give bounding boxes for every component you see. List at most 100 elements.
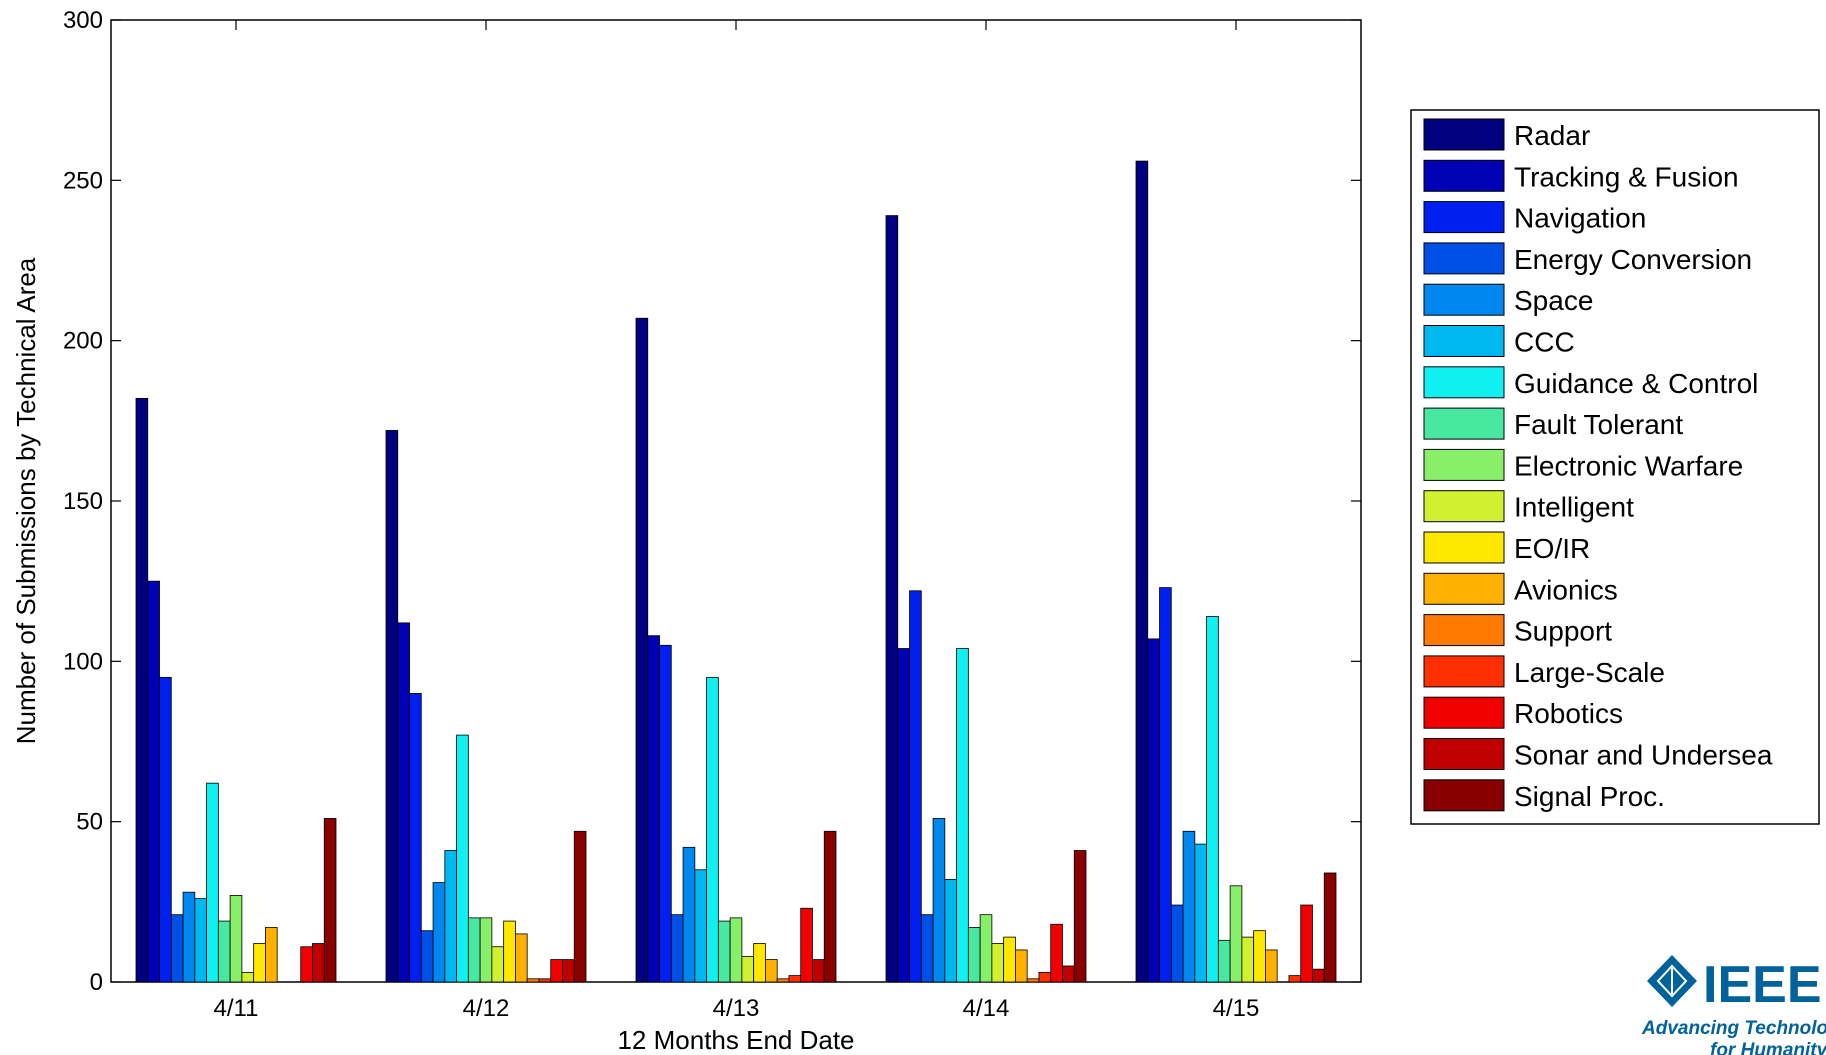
legend-label: Guidance & Control bbox=[1514, 368, 1758, 399]
bar bbox=[323, 818, 337, 983]
bar bbox=[1229, 885, 1243, 983]
legend-swatch bbox=[1423, 655, 1505, 688]
bar bbox=[503, 920, 516, 983]
bar bbox=[147, 580, 160, 983]
bar bbox=[1073, 850, 1087, 983]
bar bbox=[217, 920, 231, 983]
legend-label: Tracking & Fusion bbox=[1514, 161, 1739, 192]
bar bbox=[682, 846, 696, 983]
legend-label: Avionics bbox=[1514, 574, 1618, 605]
y-axis-title: Number of Submissions by Technical Area bbox=[11, 257, 41, 744]
bar bbox=[397, 622, 410, 983]
legend-label: Robotics bbox=[1514, 698, 1623, 729]
bar bbox=[456, 734, 469, 983]
bar bbox=[1288, 975, 1302, 983]
x-tick-label: 4/13 bbox=[713, 995, 760, 1022]
y-tick-labels: 0 50 100 150 200 250 300 bbox=[63, 7, 103, 996]
bar bbox=[1050, 923, 1063, 983]
bar bbox=[741, 955, 755, 983]
bar bbox=[515, 933, 528, 983]
legend-swatch bbox=[1423, 159, 1505, 192]
bar bbox=[444, 850, 457, 983]
x-tick-label: 4/15 bbox=[1213, 995, 1260, 1022]
legend-label: Energy Conversion bbox=[1514, 244, 1752, 275]
legend-swatch bbox=[1423, 779, 1505, 812]
bar bbox=[1147, 638, 1160, 983]
bar bbox=[550, 959, 563, 983]
bar bbox=[1062, 965, 1075, 983]
bar bbox=[788, 975, 802, 983]
ieee-logo-name: IEEE bbox=[1703, 956, 1822, 1014]
bar bbox=[312, 943, 325, 983]
ieee-tagline-line2: for Humanity bbox=[1710, 1040, 1826, 1055]
bar bbox=[300, 946, 313, 983]
bar bbox=[135, 397, 149, 983]
x-tick-labels: 4/11 4/12 4/13 4/14 4/15 bbox=[214, 995, 1260, 1022]
bar bbox=[1026, 978, 1040, 983]
y-tick-label: 100 bbox=[63, 648, 103, 675]
legend-label: Large-Scale bbox=[1514, 657, 1665, 688]
y-tick-label: 300 bbox=[63, 7, 103, 34]
legend-swatch bbox=[1423, 407, 1505, 440]
y-tick-label: 50 bbox=[76, 809, 103, 836]
bar bbox=[538, 978, 552, 983]
bar bbox=[956, 648, 969, 983]
bar bbox=[573, 830, 587, 983]
bar bbox=[409, 693, 422, 983]
bar bbox=[479, 917, 493, 983]
ieee-tagline-line1: Advancing Technology bbox=[1641, 1018, 1826, 1039]
bar bbox=[159, 676, 172, 983]
bar bbox=[694, 869, 707, 983]
bar bbox=[991, 943, 1005, 983]
bar bbox=[647, 635, 660, 983]
bar bbox=[823, 830, 837, 983]
bar bbox=[241, 971, 255, 983]
ieee-logo: IEEE Advancing Technology for Humanity bbox=[1641, 955, 1826, 1055]
bar bbox=[491, 946, 505, 983]
legend-swatch bbox=[1423, 242, 1505, 275]
bar bbox=[1323, 872, 1337, 983]
legend-swatch bbox=[1423, 490, 1505, 523]
bar bbox=[206, 782, 219, 983]
bar bbox=[432, 882, 446, 983]
bar bbox=[659, 644, 672, 983]
bar bbox=[526, 978, 540, 983]
bar bbox=[812, 959, 825, 983]
bar bbox=[729, 917, 743, 983]
legend-swatch bbox=[1423, 201, 1505, 234]
bar bbox=[979, 914, 993, 983]
ieee-diamond-icon bbox=[1647, 955, 1697, 1007]
legend-swatch bbox=[1423, 696, 1505, 729]
legend-label: Radar bbox=[1514, 120, 1590, 151]
plot-area bbox=[110, 19, 1362, 983]
legend-label: Fault Tolerant bbox=[1514, 409, 1683, 440]
y-tick-label: 150 bbox=[63, 488, 103, 515]
bar bbox=[897, 648, 910, 983]
bar bbox=[706, 676, 719, 983]
legend-swatch bbox=[1423, 614, 1505, 647]
bar bbox=[1194, 843, 1207, 983]
bar bbox=[932, 818, 946, 983]
x-axis-title: 12 Months End Date bbox=[617, 1025, 854, 1055]
bar bbox=[1182, 830, 1196, 983]
bar bbox=[776, 978, 790, 983]
bar bbox=[265, 927, 278, 983]
bar bbox=[670, 914, 684, 983]
legend-label: Space bbox=[1514, 285, 1593, 316]
bar bbox=[1265, 949, 1278, 983]
legend-swatch bbox=[1423, 118, 1505, 151]
bar bbox=[170, 914, 184, 983]
bar bbox=[1206, 616, 1219, 983]
bar bbox=[800, 907, 813, 983]
bar bbox=[1241, 936, 1255, 983]
bar bbox=[944, 878, 957, 983]
legend-swatch bbox=[1423, 738, 1505, 770]
bar bbox=[1159, 587, 1172, 983]
legend-swatch bbox=[1423, 325, 1505, 357]
bar bbox=[229, 895, 243, 983]
bar bbox=[1135, 160, 1149, 983]
bar bbox=[717, 920, 731, 983]
y-tick-label: 200 bbox=[63, 328, 103, 355]
bar bbox=[562, 959, 575, 983]
